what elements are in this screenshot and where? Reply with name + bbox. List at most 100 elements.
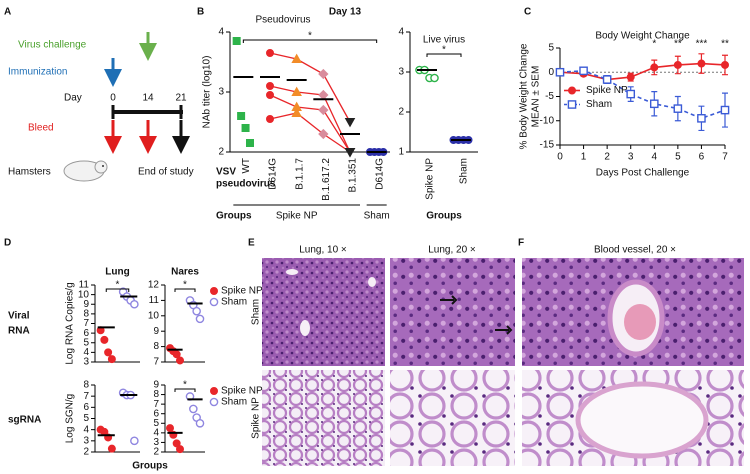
significance-label: * xyxy=(308,31,312,42)
panel-label: D xyxy=(4,238,11,249)
y-tick-label: 3 xyxy=(83,357,89,368)
data-point xyxy=(318,104,329,116)
panel-label: A xyxy=(4,7,11,18)
blood-vessel xyxy=(575,381,709,459)
data-point xyxy=(430,73,439,83)
micrograph xyxy=(262,370,385,466)
airway xyxy=(368,277,376,287)
series-line xyxy=(559,69,726,120)
significance-label: ** xyxy=(721,39,729,50)
y-tick-label: 3 xyxy=(83,435,89,446)
data-point xyxy=(650,63,659,72)
x-axis-label: Groups xyxy=(426,211,462,222)
x-tick-label: B.1.1.7 xyxy=(294,158,305,190)
significance-label: *** xyxy=(696,39,708,50)
significance-label: * xyxy=(652,39,656,50)
data-point xyxy=(555,67,565,77)
airway xyxy=(300,320,310,336)
data-point xyxy=(104,348,113,357)
y-tick-label: 3 xyxy=(398,67,404,78)
y-tick-label: 10 xyxy=(78,289,90,300)
connector-line xyxy=(269,94,351,153)
y-tick-label: 8 xyxy=(153,389,159,400)
legend-label: Sham xyxy=(221,397,247,408)
y-tick-label: 0 xyxy=(548,67,554,78)
significance-bracket xyxy=(174,388,196,392)
row-label: Viral xyxy=(8,311,30,322)
legend-label: Spike NP xyxy=(586,85,628,96)
day-label: Day xyxy=(64,93,82,104)
data-point xyxy=(291,53,302,63)
y-tick-label: 11 xyxy=(149,295,160,306)
y-tick-label: 8 xyxy=(83,309,89,320)
legend-label: Spike NP xyxy=(221,286,263,297)
y-tick-label: 2 xyxy=(398,107,404,118)
legend-label: Sham xyxy=(586,99,612,110)
y-tick-label: 3 xyxy=(218,87,224,98)
micrograph xyxy=(262,258,385,366)
data-point xyxy=(107,444,116,453)
data-point xyxy=(673,104,683,113)
panel-label: B xyxy=(197,7,204,18)
end-of-study-label: End of study xyxy=(138,167,194,178)
chart-title: Live virus xyxy=(423,35,465,46)
x-axis-label: pseudovirus xyxy=(216,179,276,190)
column-title: Blood vessel, 20 × xyxy=(594,245,676,256)
y-tick-label: 5 xyxy=(548,43,554,54)
significance-label: * xyxy=(116,280,120,291)
data-point xyxy=(172,350,181,359)
data-point xyxy=(720,105,730,115)
x-tick-label: D614G xyxy=(374,158,385,190)
virus-challenge-label: Virus challenge xyxy=(18,40,87,51)
group-label: Sham xyxy=(364,211,390,222)
immunization-label: Immunization xyxy=(8,67,67,78)
y-tick-label: 7 xyxy=(153,357,159,368)
y-tick-label: 2 xyxy=(218,147,224,158)
legend-marker xyxy=(209,297,219,307)
data-point xyxy=(192,306,201,316)
connector-line xyxy=(269,112,351,153)
data-point xyxy=(245,138,254,147)
data-point xyxy=(291,86,302,96)
significance-label: ** xyxy=(674,39,682,50)
day-value: 14 xyxy=(142,93,154,104)
column-title: Lung, 10 × xyxy=(299,245,347,256)
arrow-annotation xyxy=(495,325,513,335)
data-point xyxy=(189,404,198,414)
row-label: sgRNA xyxy=(8,415,41,426)
y-tick-label: 4 xyxy=(398,27,404,38)
data-point xyxy=(195,314,205,324)
y-axis-label: MEAN ± SEM xyxy=(531,66,542,128)
data-point xyxy=(697,59,706,68)
micrograph xyxy=(390,370,515,466)
data-point xyxy=(318,68,329,80)
data-point xyxy=(265,91,274,100)
row-label: Spike NP xyxy=(251,397,262,439)
x-tick-label: B.1.351 xyxy=(348,158,359,193)
day-value: 0 xyxy=(110,93,116,104)
connector-line xyxy=(269,52,351,123)
x-tick-label: 3 xyxy=(628,152,634,163)
micrograph xyxy=(390,258,515,366)
y-tick-label: -10 xyxy=(540,115,555,126)
significance-bracket xyxy=(174,288,196,292)
significance-label: * xyxy=(183,280,187,291)
data-point xyxy=(130,436,139,446)
row-label: RNA xyxy=(8,326,30,337)
y-tick-label: 3 xyxy=(153,437,159,448)
y-axis-label: % Body Weight Change xyxy=(519,43,530,149)
data-point xyxy=(291,107,302,117)
data-point xyxy=(318,128,329,140)
data-point xyxy=(673,60,682,69)
y-tick-label: 4 xyxy=(83,424,89,435)
data-point xyxy=(344,147,356,158)
connector-line xyxy=(269,85,351,153)
y-tick-label: 9 xyxy=(153,326,159,337)
y-tick-label: 5 xyxy=(153,418,159,429)
y-tick-label: 1 xyxy=(398,147,404,158)
legend-label: Sham xyxy=(221,297,247,308)
legend-marker xyxy=(209,397,219,407)
data-point xyxy=(626,73,635,82)
